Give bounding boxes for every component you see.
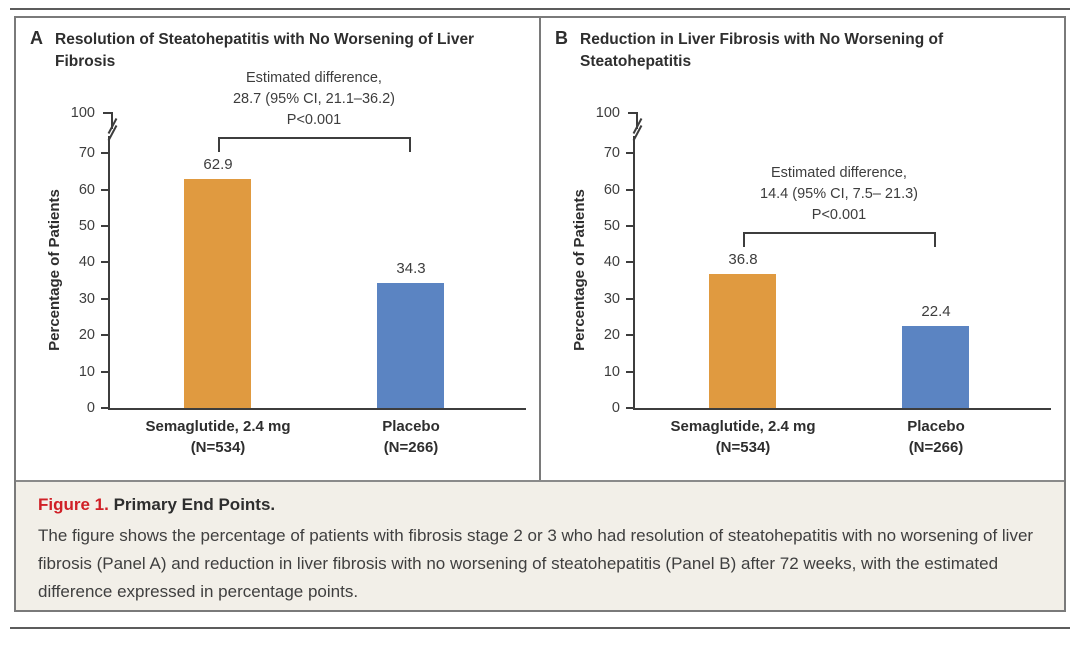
y-tick-label: 70	[603, 145, 620, 161]
y-tick-mark	[626, 189, 633, 191]
bar-value-label: 22.4	[921, 303, 951, 320]
y-top-tick-mark	[628, 112, 638, 114]
y-axis-upper-segment	[111, 113, 113, 129]
bracket-left-end	[743, 234, 745, 247]
bracket-left-end	[218, 139, 220, 152]
bar-placebo	[902, 326, 969, 408]
y-tick-mark	[626, 371, 633, 373]
y-tick-mark	[626, 225, 633, 227]
y-top-tick-mark	[103, 112, 113, 114]
y-tick-label: 0	[611, 400, 620, 416]
panel-a-title: A Resolution of Steatohepatitis with No …	[30, 27, 485, 72]
y-tick-label: 50	[78, 218, 95, 234]
figure-box: A Resolution of Steatohepatitis with No …	[14, 16, 1066, 612]
y-tick-mark	[101, 371, 108, 373]
bracket-right-end	[934, 234, 936, 247]
y-tick-label: 20	[603, 327, 620, 343]
y-tick-mark	[101, 189, 108, 191]
panel-b-letter: B	[555, 28, 568, 48]
panel-b-title: B Reduction in Liver Fibrosis with No Wo…	[555, 27, 1010, 72]
figure-title-text: Primary End Points.	[113, 495, 276, 514]
y-tick-mark	[626, 407, 633, 409]
y-tick-mark	[101, 152, 108, 154]
y-tick-label-top: 100	[595, 105, 620, 121]
difference-bracket	[743, 232, 936, 247]
category-label: Semaglutide, 2.4 mg (N=534)	[145, 418, 291, 456]
y-tick-mark	[101, 298, 108, 300]
estimated-difference-annotation: Estimated difference, 28.7 (95% CI, 21.1–…	[232, 70, 396, 128]
bar-value-label: 62.9	[203, 156, 233, 173]
bar-value-label: 36.8	[728, 251, 758, 268]
y-tick-mark	[626, 152, 633, 154]
y-tick-label: 40	[603, 254, 620, 270]
y-tick-label: 60	[603, 182, 620, 198]
difference-bracket	[218, 137, 411, 152]
bar-placebo	[377, 283, 444, 408]
y-tick-label: 20	[78, 327, 95, 343]
y-tick-label: 0	[86, 400, 95, 416]
y-tick-mark	[101, 407, 108, 409]
y-axis-label: Percentage of Patients	[571, 189, 588, 351]
y-tick-label: 60	[78, 182, 95, 198]
bar-semaglutide	[709, 274, 776, 408]
y-tick-label-top: 100	[70, 105, 95, 121]
x-axis-line	[108, 408, 526, 410]
category-label: Placebo (N=266)	[382, 418, 440, 456]
panel-b-title-text: Reduction in Liver Fibrosis with No Wors…	[580, 31, 944, 70]
y-tick-label: 30	[78, 291, 95, 307]
figure-number-label: Figure 1.	[38, 495, 109, 514]
y-tick-label: 10	[603, 364, 620, 380]
y-tick-mark	[626, 298, 633, 300]
category-label: Semaglutide, 2.4 mg (N=534)	[670, 418, 816, 456]
y-axis-upper-segment	[636, 113, 638, 129]
y-tick-label: 10	[78, 364, 95, 380]
y-tick-mark	[626, 261, 633, 263]
panel-b: B Reduction in Liver Fibrosis with No Wo…	[539, 18, 1064, 480]
y-tick-mark	[101, 261, 108, 263]
category-label: Placebo (N=266)	[907, 418, 965, 456]
y-tick-mark	[101, 334, 108, 336]
y-axis-line	[633, 136, 635, 410]
figure-caption: Figure 1. Primary End Points. The figure…	[16, 480, 1064, 610]
y-axis-label: Percentage of Patients	[46, 189, 63, 351]
panel-a-title-text: Resolution of Steatohepatitis with No Wo…	[55, 31, 475, 70]
y-tick-label: 30	[603, 291, 620, 307]
page-bottom-rule	[10, 627, 1070, 629]
x-axis-line	[633, 408, 1051, 410]
caption-title: Figure 1. Primary End Points.	[38, 495, 1036, 515]
y-tick-label: 70	[78, 145, 95, 161]
y-axis-line	[108, 136, 110, 410]
y-tick-mark	[626, 334, 633, 336]
page-top-rule	[10, 8, 1070, 10]
y-tick-label: 40	[78, 254, 95, 270]
panels-row: A Resolution of Steatohepatitis with No …	[16, 18, 1064, 480]
bracket-right-end	[409, 139, 411, 152]
caption-body: The figure shows the percentage of patie…	[38, 526, 1034, 601]
y-tick-label: 50	[603, 218, 620, 234]
bar-semaglutide	[184, 179, 251, 408]
panel-a-letter: A	[30, 28, 43, 48]
estimated-difference-annotation: Estimated difference, 14.4 (95% CI, 7.5– …	[760, 165, 918, 223]
panel-a: A Resolution of Steatohepatitis with No …	[16, 18, 539, 480]
y-tick-mark	[101, 225, 108, 227]
bar-value-label: 34.3	[396, 260, 426, 277]
